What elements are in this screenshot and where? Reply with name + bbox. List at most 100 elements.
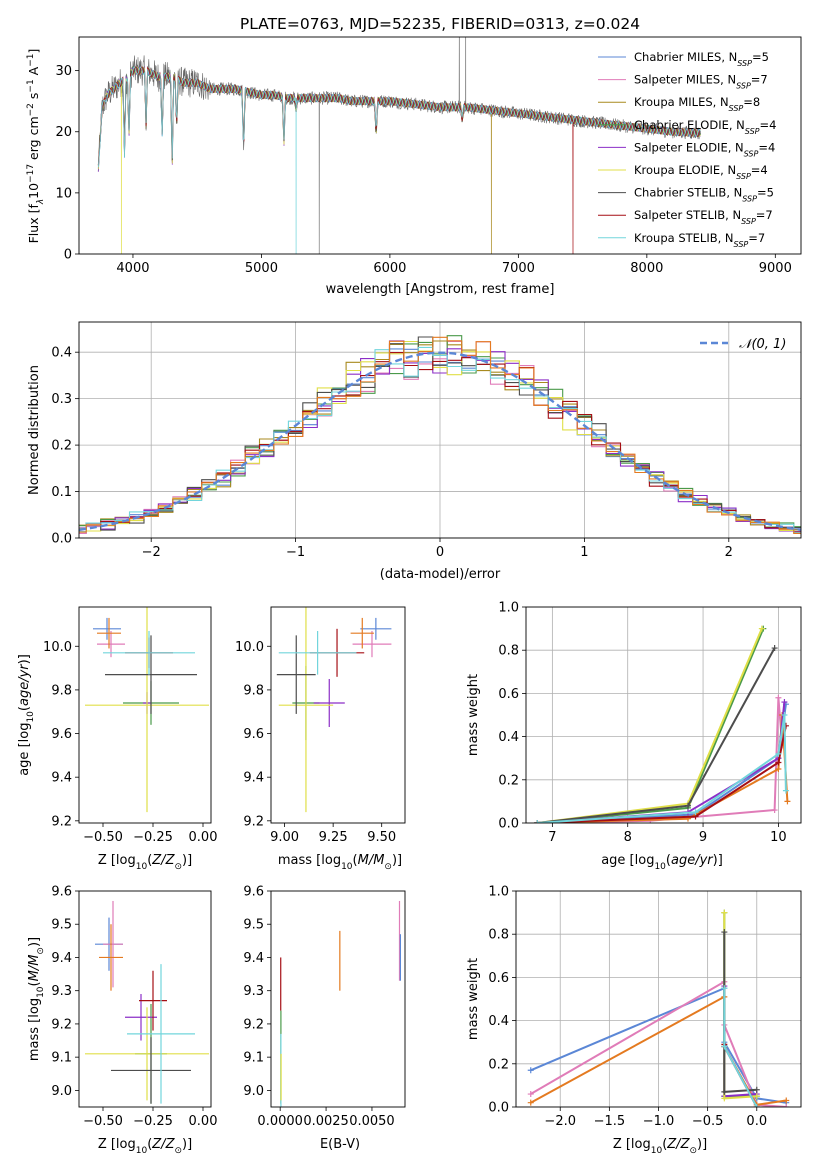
y-tick-label: 9.2 <box>51 814 72 829</box>
label-part: −1 <box>26 54 36 67</box>
plot-area <box>85 607 209 813</box>
label-part: A <box>26 66 41 79</box>
y-tick-label: 0.4 <box>498 730 519 745</box>
label-part: Z/Z <box>666 1137 690 1152</box>
y-tick-label: 9.3 <box>51 984 72 999</box>
axes-frame <box>525 606 802 824</box>
x-tick-label: −0.50 <box>83 1114 123 1129</box>
x-tick-label: −1 <box>286 545 305 560</box>
label-part: =7 <box>748 231 765 245</box>
legend-entry: Salpeter STELIB, NSSP=7 <box>634 208 773 226</box>
label-part: −2 <box>26 103 36 116</box>
weight-marker <box>721 985 728 992</box>
weight-marker <box>784 798 791 805</box>
label-part: =4 <box>751 163 768 177</box>
weight-marker <box>721 1095 728 1102</box>
label-part: =7 <box>751 73 768 87</box>
y-tick-label: 9.6 <box>243 885 264 900</box>
plot-area <box>85 900 209 1104</box>
axes-frame <box>78 606 212 824</box>
y-tick-label: 9.5 <box>243 918 264 933</box>
label-part: )] <box>27 937 42 947</box>
label-part: ] <box>26 49 41 54</box>
y-tick-label: 0.6 <box>488 971 509 986</box>
legend-entry: Kroupa STELIB, NSSP=7 <box>634 231 765 249</box>
weight-marker <box>775 766 782 772</box>
weight-marker <box>684 802 691 809</box>
axis-label: age [log10(age/yr)] <box>601 853 723 872</box>
label-part: ( <box>353 853 358 868</box>
axis-label: mass [log10(M/M⊙)] <box>278 853 402 872</box>
x-tick-label: 9 <box>699 830 707 845</box>
y-tick-label: 9.4 <box>51 771 72 786</box>
x-tick-label: 0 <box>436 545 444 560</box>
x-tick-label: 5000 <box>245 261 278 276</box>
plot-area <box>79 322 801 538</box>
y-tick-label: 9.6 <box>243 727 264 742</box>
weight-marker <box>753 1093 760 1100</box>
plot-area <box>516 891 801 1107</box>
ticks: 4000 5000 6000 7000 8000 9000 0 10 20 30 <box>55 64 791 276</box>
x-tick-label: 2 <box>725 545 733 560</box>
label-part: SSP <box>736 81 751 90</box>
y-tick-label: 1.0 <box>498 601 519 616</box>
label-part: Z/Z <box>151 1137 175 1152</box>
panel-mass_vs_EBV: 0.0000 0.0025 0.0050 9.0 9.1 9.2 9.3 9.4 9.5 9.6 E… <box>243 885 406 1152</box>
label-part: =5 <box>757 186 774 200</box>
plot-area <box>97 37 701 254</box>
plot-area <box>526 607 801 823</box>
axis-label: mass [log10(M/M⊙)] <box>27 937 46 1061</box>
model-spectrum <box>97 66 701 254</box>
y-tick-label: 0.3 <box>51 392 72 407</box>
x-tick-label: −0.50 <box>83 830 123 845</box>
axes-frame <box>78 321 802 539</box>
label-part: =4 <box>760 118 777 132</box>
label-part: age/yr <box>17 663 32 706</box>
x-tick-label: 0.0025 <box>303 1114 349 1129</box>
y-tick-label: 0.8 <box>498 644 519 659</box>
label-part: ( <box>662 1137 667 1152</box>
label-part: mass [log <box>278 853 341 868</box>
ticks: −0.50 −0.25 0.00 9.0 9.1 9.2 9.3 9.4 9.5 9.6 <box>51 885 217 1130</box>
x-tick-label: 6000 <box>373 261 406 276</box>
y-tick-label: 9.2 <box>51 1017 72 1032</box>
x-axis-label: E(B-V) <box>320 1137 360 1152</box>
x-axis-label: (data-model)/error <box>380 567 501 582</box>
label-part: −17 <box>26 164 36 183</box>
y-tick-label: 9.2 <box>243 814 264 829</box>
ticks: 9.00 9.25 9.50 9.2 9.4 9.6 9.8 10.0 <box>235 640 396 845</box>
residual-histogram-step <box>79 336 801 531</box>
x-tick-label: 0.00 <box>189 830 218 845</box>
x-tick-label: 0.0000 <box>257 1114 303 1129</box>
observed-spectrum <box>98 37 701 254</box>
y-axis-label: Normed distribution <box>27 365 42 495</box>
label-part: SSP <box>729 104 744 113</box>
label-part: ⊙ <box>174 1146 182 1156</box>
label-part: SSP <box>741 217 756 226</box>
plot-area <box>276 607 392 813</box>
residual-histogram-step <box>79 352 801 533</box>
weight-marker <box>721 1043 728 1050</box>
normal-curve <box>79 351 801 532</box>
label-part: 10 <box>651 1146 663 1156</box>
plot-area <box>280 900 402 1107</box>
y-tick-label: 0.0 <box>498 817 519 832</box>
y-axis-label: mass weight <box>466 674 481 756</box>
panel-residual_histogram: −2 −1 0 1 2 0.0 0.1 0.2 0.3 0.4 𝒩(0, 1) (data-model… <box>27 321 802 582</box>
figure-title: PLATE=0763, MJD=52235, FIBERID=0313, z=0… <box>240 15 640 33</box>
panel-spectrum: 4000 5000 6000 7000 8000 9000 0 10 20 30 wavelengt… <box>26 36 802 297</box>
y-tick-label: 0.2 <box>488 1057 509 1072</box>
weight-marker <box>783 1104 790 1107</box>
y-axis-label: Flux [fλ10−17 erg cm−2 s−1 A−1] <box>26 49 46 244</box>
ticks: 0.0000 0.0025 0.0050 9.0 9.1 9.2 9.3 9.4 9.5 9.6 <box>243 885 394 1130</box>
label-part: )] <box>17 654 32 664</box>
label-part: Z [log <box>613 1137 651 1152</box>
y-tick-label: 9.0 <box>51 1084 72 1099</box>
y-tick-label: 0.0 <box>51 532 72 547</box>
x-tick-label: −0.25 <box>133 1114 173 1129</box>
label-part: ( <box>147 1137 152 1152</box>
ticks: −2 −1 0 1 2 0.0 0.1 0.2 0.3 0.4 <box>51 346 733 560</box>
weight-marker <box>775 750 782 757</box>
y-tick-label: 9.1 <box>243 1051 264 1066</box>
label-part: )] <box>392 853 402 868</box>
